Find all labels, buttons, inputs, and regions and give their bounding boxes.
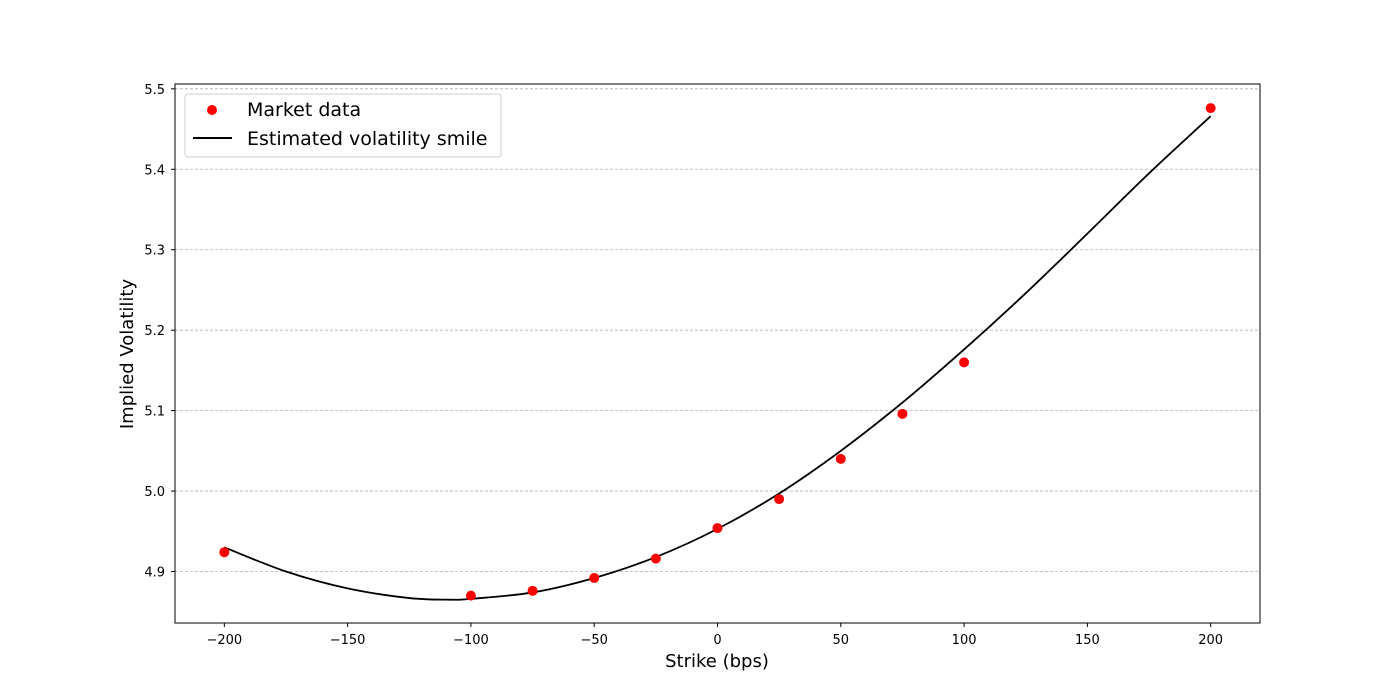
y-tick-label: 5.3 — [144, 244, 165, 259]
market-data-point — [219, 547, 230, 558]
market-data-point — [465, 590, 476, 601]
x-tick-label: 200 — [1198, 633, 1223, 648]
x-axis-title: Strike (bps) — [665, 651, 769, 672]
legend: Market data Estimated volatility smile — [184, 93, 502, 158]
x-tick-label: −50 — [580, 633, 607, 648]
market-data-point — [1205, 103, 1216, 114]
y-tick-label: 5.4 — [144, 163, 165, 178]
plot-area — [174, 83, 1261, 624]
legend-marker-market-data — [207, 105, 217, 115]
series — [219, 103, 1216, 601]
axes: 4.9 5.0 5.1 5.2 5.3 5.4 5.5 −200 −150 −100 −50 0 50 1… — [144, 83, 1223, 648]
x-tick-label: −200 — [206, 633, 242, 648]
market-data-point — [959, 357, 970, 368]
market-data-point — [712, 523, 723, 534]
x-tick-label: −150 — [330, 633, 366, 648]
x-tick-label: 0 — [713, 633, 721, 648]
market-data-point — [527, 585, 538, 596]
legend-box — [184, 93, 502, 158]
y-tick-label: 5.1 — [144, 405, 165, 420]
legend-label-market-data: Market data — [247, 99, 361, 121]
grid-lines — [175, 88, 1260, 572]
x-tick-label: 50 — [833, 633, 850, 648]
x-tick-label: −100 — [453, 633, 489, 648]
market-data-point — [897, 408, 908, 419]
x-tick-label: 100 — [952, 633, 977, 648]
y-tick-label: 5.0 — [144, 485, 165, 500]
y-tick-label: 5.2 — [144, 324, 165, 339]
legend-label-smile: Estimated volatility smile — [247, 128, 488, 150]
y-tick-label: 4.9 — [144, 566, 165, 581]
y-tick-label: 5.5 — [144, 83, 165, 98]
market-data-point — [589, 572, 600, 583]
market-data-point — [650, 553, 661, 564]
y-axis-title: Implied Volatility — [117, 279, 138, 430]
market-data-point — [774, 494, 785, 505]
market-data-point — [835, 453, 846, 464]
x-tick-label: 150 — [1075, 633, 1100, 648]
